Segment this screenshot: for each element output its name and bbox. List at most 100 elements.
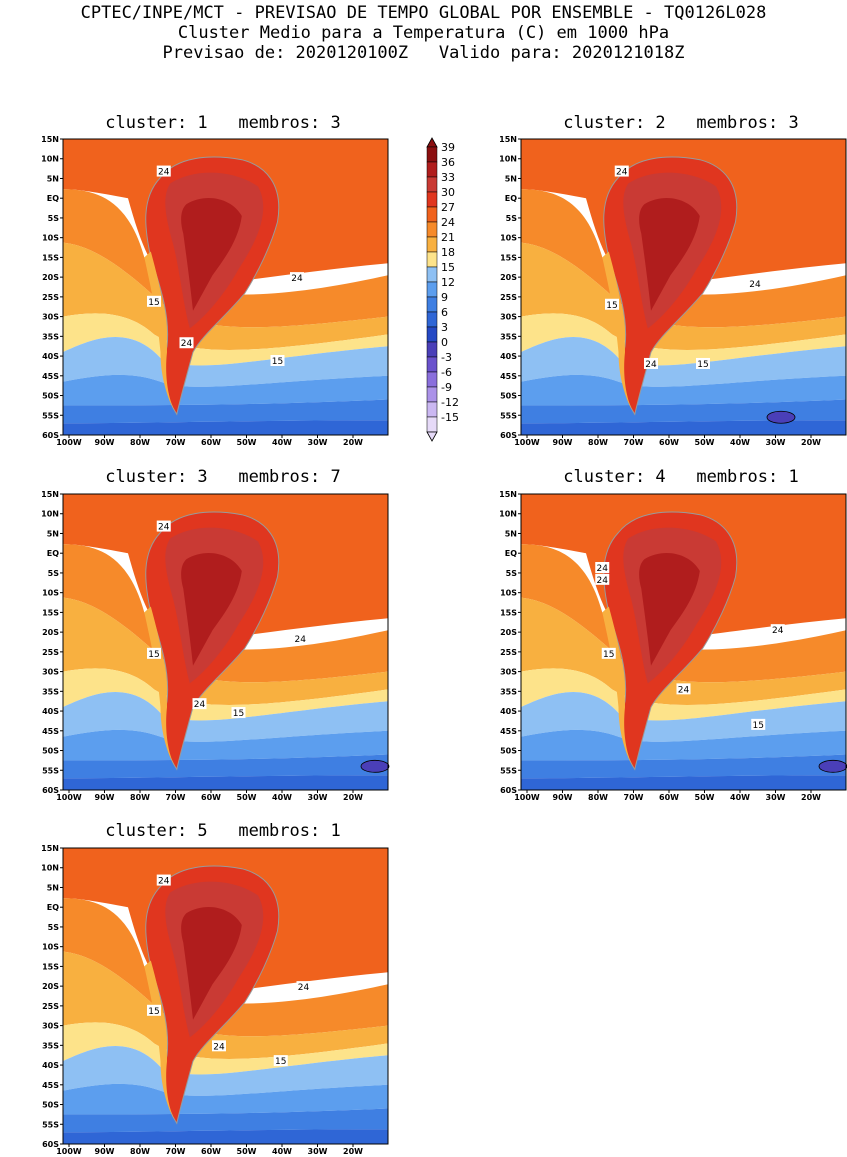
- lon-label: 90W: [95, 793, 115, 802]
- lat-label: 20S: [500, 628, 517, 637]
- colorbar-arrow-top: [426, 137, 438, 148]
- lat-label: 20S: [42, 982, 59, 991]
- lat-label: 5N: [47, 883, 59, 892]
- map-frame: [520, 138, 847, 436]
- map-title-2: cluster: 2 membros: 3: [563, 113, 799, 133]
- contour-band: [521, 374, 846, 406]
- contour-band: [63, 1129, 388, 1144]
- contour-label-bg: [595, 562, 610, 573]
- contour-label-bg: [296, 981, 311, 993]
- contour-band: [63, 189, 388, 328]
- contour-band: [63, 668, 388, 721]
- contour-band: [63, 898, 388, 1037]
- lon-label: 60W: [201, 1147, 221, 1156]
- lat-label: 45S: [42, 727, 59, 736]
- contour-label: 24: [181, 339, 193, 349]
- colorbar-label: 6: [441, 306, 448, 319]
- contour-label: 15: [275, 1057, 286, 1067]
- lat-label: 30S: [42, 313, 59, 322]
- lat-label: 40S: [42, 1061, 59, 1070]
- header-line-3: Previsao de: 2020120100Z Valido para: 20…: [162, 43, 685, 63]
- lat-label: 50S: [500, 392, 517, 401]
- colorbar-swatch: [426, 401, 438, 418]
- header-line-2: Cluster Medio para a Temperatura (C) em …: [177, 23, 670, 43]
- colorbar-label: 21: [441, 231, 455, 244]
- contour-label: 24: [597, 576, 609, 586]
- andes-region: [144, 606, 177, 770]
- colorbar-label: 15: [441, 261, 455, 274]
- lon-label: 40W: [272, 1147, 292, 1156]
- contour-label-bg: [273, 1055, 288, 1067]
- map-frame: [62, 847, 389, 1145]
- lon-label: 50W: [237, 793, 257, 802]
- lat-label: 25S: [500, 648, 517, 657]
- colorbar-swatch: [426, 206, 438, 223]
- lon-label: 70W: [166, 793, 186, 802]
- contour-band: [63, 1022, 388, 1075]
- lat-label: 35S: [42, 332, 59, 341]
- colorbar-swatch: [426, 221, 438, 238]
- lat-label: 45S: [42, 1081, 59, 1090]
- contour-label-bg: [605, 298, 619, 310]
- map-panel-5: 15N 10N 5N EQ 5S 10S 15S 20S 25S 30S 35S 40S 45S 50S 5…: [41, 844, 389, 1156]
- lat-label: 50S: [42, 747, 59, 756]
- contour-band: [63, 544, 388, 683]
- colorbar-swatch: [426, 416, 438, 433]
- lon-label: 90W: [95, 438, 115, 447]
- lat-label: 15N: [499, 490, 517, 499]
- contour-band: [521, 337, 846, 387]
- contour-label-bg: [147, 1004, 161, 1016]
- colorbar-swatch: [426, 371, 438, 388]
- contour-band: [63, 242, 388, 350]
- colorbar-swatch: [426, 161, 438, 178]
- lat-label: 10N: [41, 864, 59, 873]
- contour-label: 24: [616, 168, 628, 178]
- map-panel-1: 15N 10N 5N EQ 5S 10S 15S 20S 25S 30S 35S 40S 45S 50S 5…: [41, 135, 389, 447]
- lat-label: 15S: [42, 608, 59, 617]
- colorbar-swatch: [426, 146, 438, 163]
- colorbar-swatch: [426, 356, 438, 373]
- lat-label: 15S: [500, 253, 517, 262]
- contour-band: [63, 399, 388, 424]
- contour-label-bg: [676, 683, 691, 695]
- map-panel-3: 15N 10N 5N EQ 5S 10S 15S 20S 25S 30S 35S 40S 45S 50S 5…: [41, 490, 390, 802]
- lat-label: 25S: [42, 648, 59, 657]
- colorbar-swatch: [426, 176, 438, 193]
- lat-label: 45S: [500, 727, 517, 736]
- contour-label: 24: [158, 523, 170, 533]
- contour-label-bg: [595, 573, 610, 585]
- lat-label: 10S: [42, 943, 59, 952]
- contour-label: 15: [148, 650, 159, 660]
- contour-band: [63, 1083, 388, 1115]
- lat-label: EQ: [47, 549, 59, 558]
- lat-label: 15N: [41, 135, 59, 144]
- lon-label: 30W: [308, 1147, 328, 1156]
- lat-label: 10S: [42, 589, 59, 598]
- lat-label: 55S: [42, 766, 59, 775]
- contour-label-bg: [147, 295, 161, 307]
- contour-band: [521, 597, 846, 705]
- contour-band: [521, 544, 846, 683]
- lat-label: 10N: [41, 155, 59, 164]
- map-frame: [520, 493, 847, 791]
- map-title-4: cluster: 4 membros: 1: [563, 467, 799, 487]
- lat-label: 15S: [42, 962, 59, 971]
- contour-label: 15: [606, 301, 617, 311]
- core-region: [181, 552, 242, 666]
- contour-band: [63, 597, 388, 705]
- colorbar-swatch: [426, 386, 438, 403]
- lat-label: 5N: [505, 174, 517, 183]
- lat-label: 60S: [42, 786, 59, 795]
- lat-label: EQ: [47, 903, 59, 912]
- contour-band: [521, 754, 846, 779]
- lat-label: 5N: [47, 529, 59, 538]
- lat-label: 10N: [41, 510, 59, 519]
- map-title-3: cluster: 3 membros: 7: [105, 467, 341, 487]
- contour-band: [521, 668, 846, 721]
- contour-label: 24: [291, 274, 303, 284]
- lat-label: 10S: [500, 234, 517, 243]
- lat-label: 60S: [42, 431, 59, 440]
- contour-label-bg: [751, 718, 766, 730]
- lat-label: 5S: [48, 923, 60, 932]
- colorbar-label: 24: [441, 216, 455, 229]
